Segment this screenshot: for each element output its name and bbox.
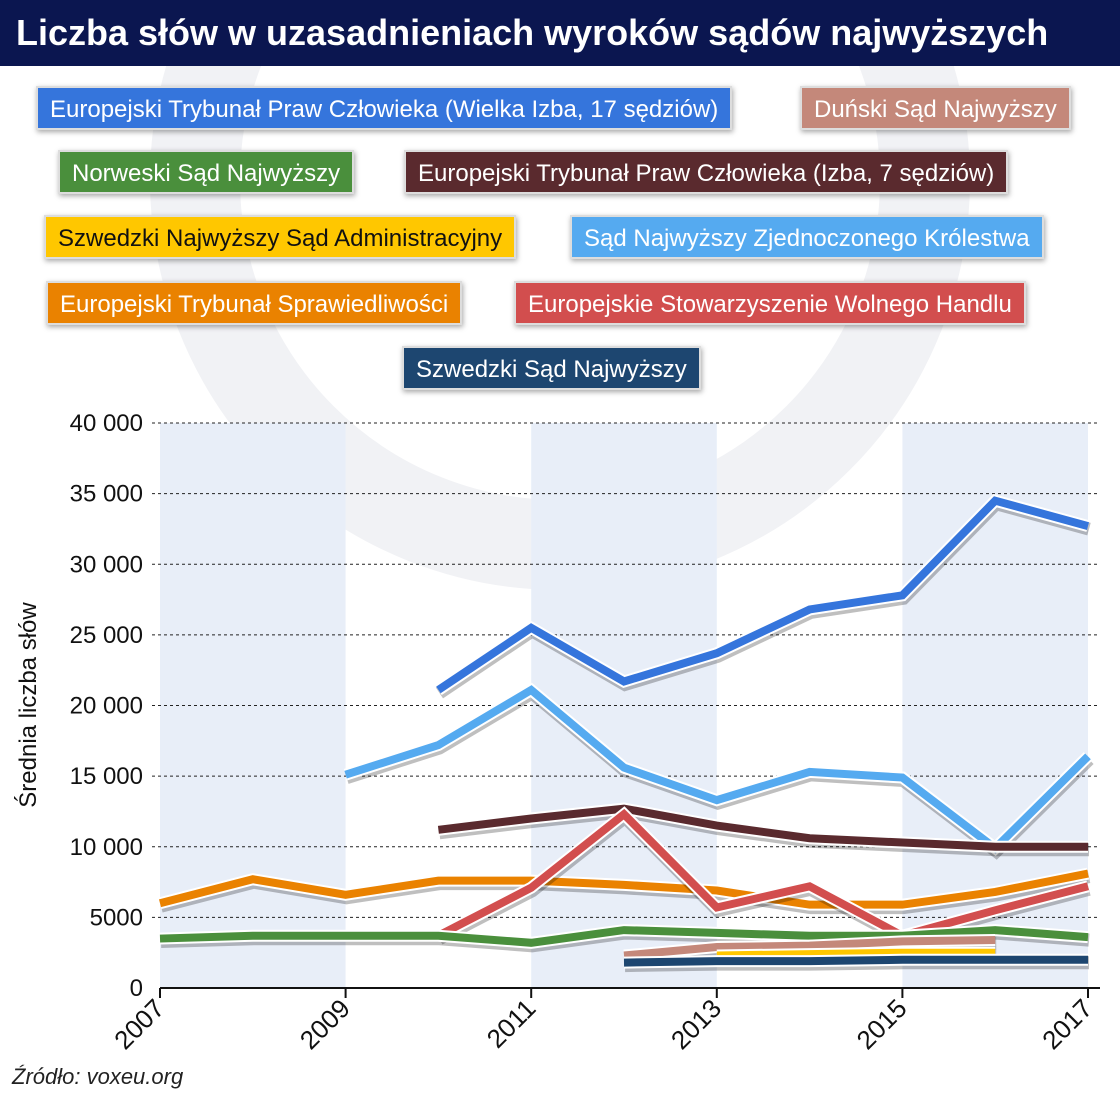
x-tick-label: 2011: [481, 993, 542, 1054]
x-tick-label: 2015: [851, 993, 913, 1055]
chart-title: Liczba słów w uzasadnieniach wyroków sąd…: [0, 0, 1120, 66]
source-note: Źródło: voxeu.org: [12, 1064, 184, 1089]
series-line: [159, 926, 1089, 947]
x-tick-label: 2009: [294, 993, 356, 1055]
legend-item: Szwedzki Najwyższy Sąd Administracyjny: [44, 215, 517, 259]
series-line: [436, 496, 1090, 694]
series-line: [716, 948, 996, 960]
series-line: [158, 869, 1089, 909]
series-line: [344, 685, 1091, 854]
legend-item: Sąd Najwyższy Zjednoczonego Królestwa: [570, 215, 1044, 259]
y-tick-label: 0: [130, 975, 143, 1002]
y-tick-label: 35 000: [70, 481, 143, 508]
y-tick-label: 20 000: [70, 693, 143, 720]
y-tick-label: 25 000: [70, 622, 143, 649]
series-line: [437, 804, 1088, 851]
y-tick-label: 10 000: [70, 834, 143, 861]
x-tick-label: 2013: [665, 993, 727, 1055]
series-line: [436, 808, 1090, 941]
legend-item: Europejski Trybunał Praw Człowieka (Izba…: [404, 150, 1009, 194]
legend-item: Norweski Sąd Najwyższy: [58, 150, 355, 194]
y-tick-label: 15 000: [70, 763, 143, 790]
legend-item: Szwedzki Sąd Najwyższy: [402, 346, 701, 390]
legend-item: Europejski Trybunał Sprawiedliwości: [46, 281, 463, 325]
x-tick-label: 2007: [108, 993, 170, 1055]
y-tick-label: 40 000: [70, 410, 143, 437]
legend-item: Duński Sąd Najwyższy: [800, 86, 1071, 130]
y-axis-label: Średnia liczba słów: [14, 602, 42, 808]
series-line: [623, 935, 996, 960]
y-tick-label: 30 000: [70, 551, 143, 578]
legend-item: Europejski Trybunał Praw Człowieka (Wiel…: [36, 86, 733, 130]
series-line: [623, 955, 1088, 967]
x-tick-label: 2017: [1036, 993, 1098, 1055]
y-tick-label: 5000: [90, 904, 143, 931]
legend-item: Europejskie Stowarzyszenie Wolnego Handl…: [514, 281, 1026, 325]
